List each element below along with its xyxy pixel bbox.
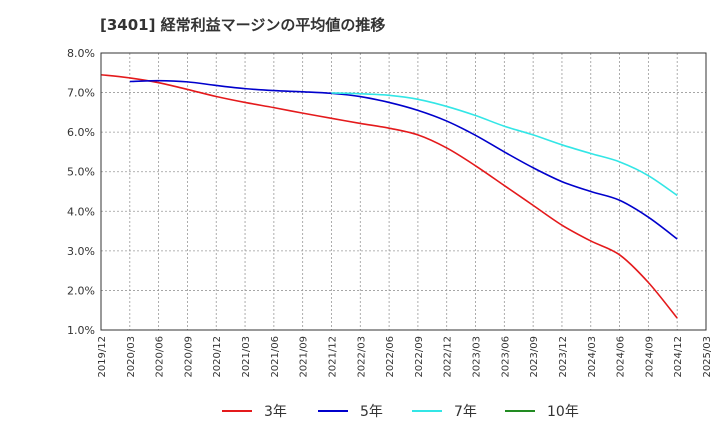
legend-label: 5年 <box>360 404 383 420</box>
x-tick-label: 2023/03 <box>472 336 483 378</box>
x-tick-label: 2020/09 <box>183 336 194 378</box>
y-tick-label: 2.0% <box>67 284 95 297</box>
x-tick-label: 2022/03 <box>356 336 367 378</box>
x-tick-label: 2022/12 <box>443 336 454 378</box>
x-tick-label: 2025/03 <box>702 336 713 378</box>
legend-label: 7年 <box>454 404 477 420</box>
series-lines <box>100 73 678 319</box>
series-line-2 <box>129 79 678 240</box>
grid <box>100 52 707 331</box>
x-tick-label: 2020/06 <box>155 336 166 378</box>
x-tick-label: 2021/03 <box>241 336 252 378</box>
x-tick-label: 2019/12 <box>97 336 108 378</box>
x-tick-label: 2024/12 <box>673 336 684 378</box>
x-tick-label: 2024/09 <box>644 336 655 378</box>
y-tick-label: 1.0% <box>67 324 95 337</box>
y-tick-label: 3.0% <box>67 245 95 258</box>
y-tick-label: 6.0% <box>67 126 95 139</box>
x-tick-label: 2020/12 <box>212 336 223 378</box>
x-tick-label: 2023/12 <box>558 336 569 378</box>
chart-title: [3401] 経常利益マージンの平均値の推移 <box>100 16 386 34</box>
plot-frame <box>100 52 707 331</box>
x-tick-label: 2022/06 <box>385 336 396 378</box>
y-tick-label: 7.0% <box>67 87 95 100</box>
y-tick-label: 8.0% <box>67 47 95 60</box>
x-tick-label: 2024/03 <box>587 336 598 378</box>
legend-label: 10年 <box>547 404 579 420</box>
x-tick-label: 2024/06 <box>616 336 627 378</box>
axes: 1.0% 2.0% 3.0% 4.0% 5.0% 6.0% 7.0% 8.0% 2019/12 2… <box>67 47 713 378</box>
y-tick-label: 4.0% <box>67 205 95 218</box>
series-line-3 <box>331 92 678 197</box>
x-tick-label: 2020/03 <box>126 336 137 378</box>
x-tick-label: 2022/09 <box>414 336 425 378</box>
x-tick-label: 2021/06 <box>270 336 281 378</box>
y-tick-label: 5.0% <box>67 166 95 179</box>
x-tick-label: 2021/09 <box>299 336 310 378</box>
x-tick-label: 2023/06 <box>500 336 511 378</box>
legend-label: 3年 <box>264 404 287 420</box>
x-tick-label: 2021/12 <box>327 336 338 378</box>
legend: 3年 5年 7年 10年 <box>222 404 579 420</box>
series-line-1 <box>100 73 678 319</box>
x-tick-label: 2023/09 <box>529 336 540 378</box>
